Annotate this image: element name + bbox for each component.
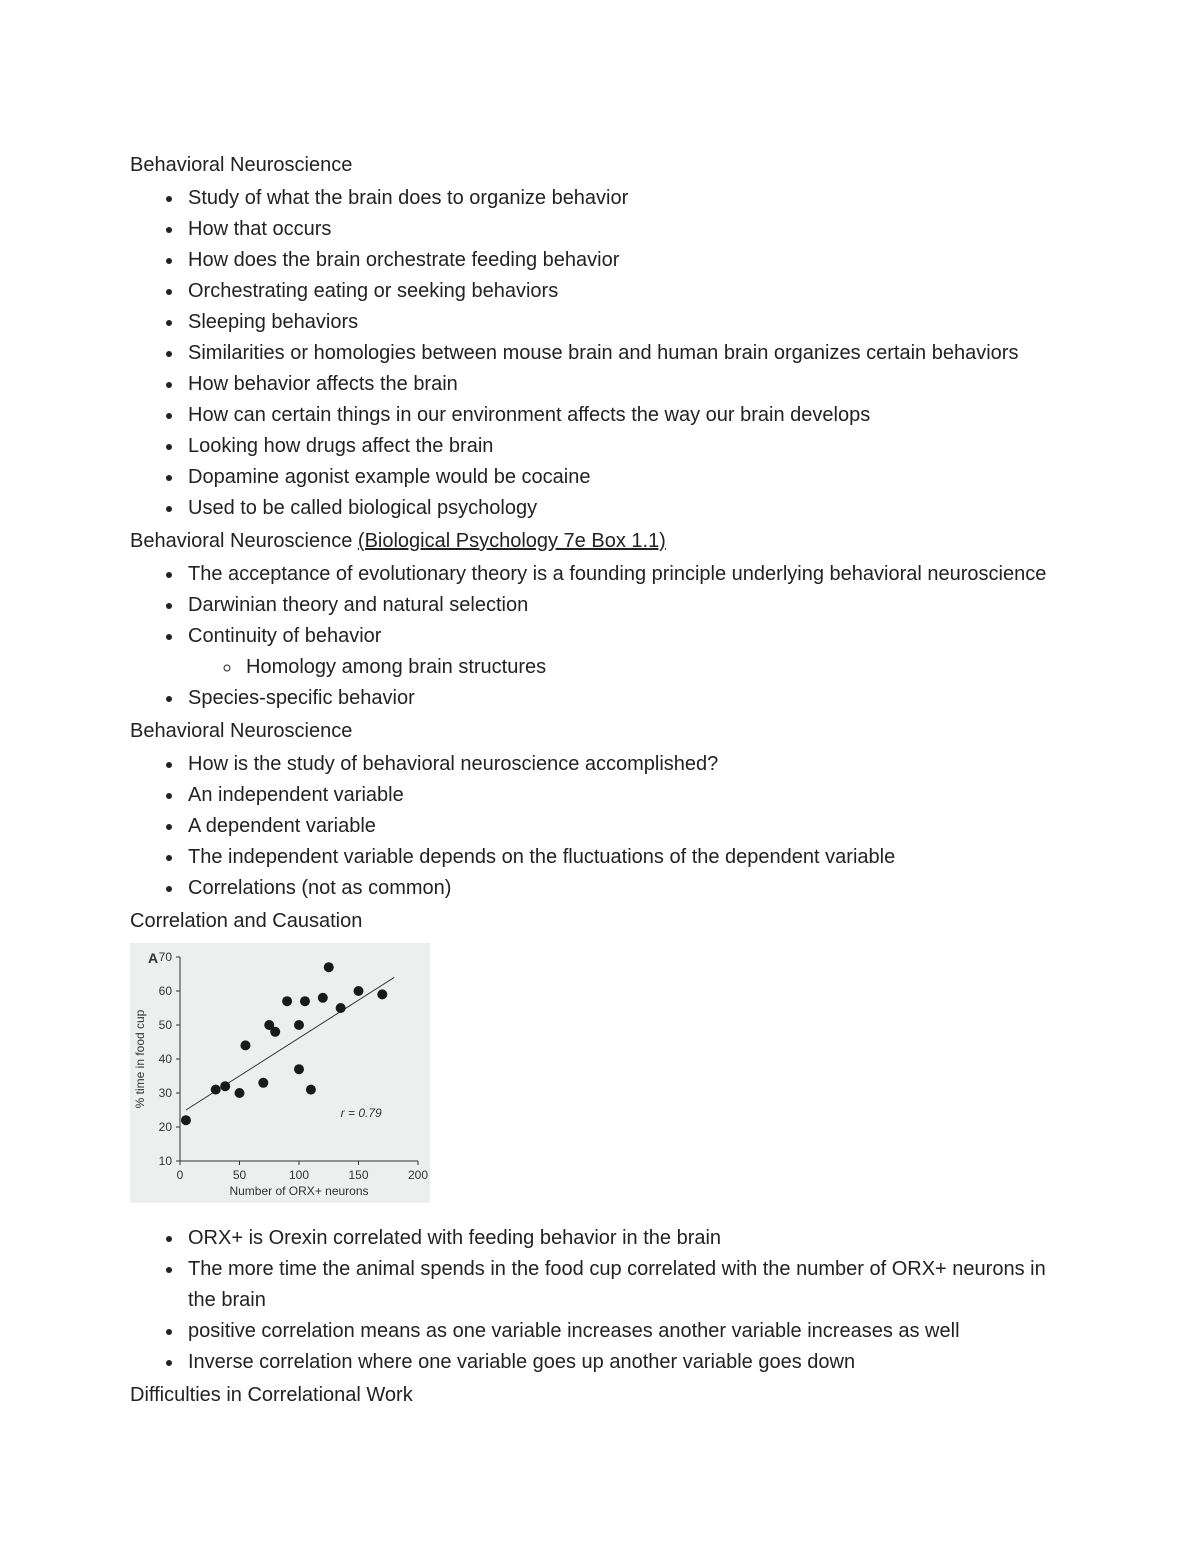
section-2-list: The acceptance of evolutionary theory is… xyxy=(130,559,1070,714)
list-item: How can certain things in our environmen… xyxy=(184,400,1070,431)
item-text: Homology among brain structures xyxy=(246,656,546,678)
list-item: ORX+ is Orexin correlated with feeding b… xyxy=(184,1223,1070,1254)
svg-text:30: 30 xyxy=(159,1086,173,1100)
svg-text:50: 50 xyxy=(159,1018,173,1032)
list-item: Orchestrating eating or seeking behavior… xyxy=(184,276,1070,307)
section-title-text: Behavioral Neuroscience xyxy=(130,720,352,742)
list-item: An independent variable xyxy=(184,780,1070,811)
svg-text:200: 200 xyxy=(408,1168,428,1182)
section-2-title: Behavioral Neuroscience (Biological Psyc… xyxy=(130,526,1070,557)
svg-text:A: A xyxy=(148,950,158,966)
list-item: How is the study of behavioral neuroscie… xyxy=(184,749,1070,780)
item-text: Dopamine agonist example would be cocain… xyxy=(188,466,590,488)
item-text: positive correlation means as one variab… xyxy=(188,1320,960,1342)
list-item: The more time the animal spends in the f… xyxy=(184,1254,1070,1316)
svg-text:40: 40 xyxy=(159,1052,173,1066)
item-text: Similarities or homologies between mouse… xyxy=(188,342,1018,364)
section-1-title: Behavioral Neuroscience xyxy=(130,150,1070,181)
list-item: How does the brain orchestrate feeding b… xyxy=(184,245,1070,276)
list-item: A dependent variable xyxy=(184,811,1070,842)
item-text: How does the brain orchestrate feeding b… xyxy=(188,249,619,271)
section-4-title: Correlation and Causation xyxy=(130,906,1070,937)
item-text: How can certain things in our environmen… xyxy=(188,404,870,426)
svg-text:r = 0.79: r = 0.79 xyxy=(341,1106,382,1120)
list-item: Sleeping behaviors xyxy=(184,307,1070,338)
sublist-item: Homology among brain structures xyxy=(242,652,1070,683)
svg-text:10: 10 xyxy=(159,1154,173,1168)
svg-text:50: 50 xyxy=(233,1168,247,1182)
item-text: Study of what the brain does to organize… xyxy=(188,187,628,209)
list-item: The acceptance of evolutionary theory is… xyxy=(184,559,1070,590)
item-text: Used to be called biological psychology xyxy=(188,497,537,519)
item-text: How that occurs xyxy=(188,218,331,240)
list-item: How behavior affects the brain xyxy=(184,369,1070,400)
item-text: Species-specific behavior xyxy=(188,687,415,709)
item-text: The more time the animal spends in the f… xyxy=(188,1258,1046,1311)
list-item: Correlations (not as common) xyxy=(184,873,1070,904)
post-chart-list: ORX+ is Orexin correlated with feeding b… xyxy=(130,1223,1070,1378)
item-text: Orchestrating eating or seeking behavior… xyxy=(188,280,558,302)
list-item: How that occurs xyxy=(184,214,1070,245)
section-title-text: Correlation and Causation xyxy=(130,910,362,932)
item-text: Looking how drugs affect the brain xyxy=(188,435,493,457)
list-item: Similarities or homologies between mouse… xyxy=(184,338,1070,369)
list-item: Species-specific behavior xyxy=(184,683,1070,714)
item-text: Sleeping behaviors xyxy=(188,311,358,333)
item-text: Darwinian theory and natural selection xyxy=(188,594,528,616)
section-title-link: (Biological Psychology 7e Box 1.1) xyxy=(358,530,666,552)
svg-text:% time in food cup: % time in food cup xyxy=(133,1009,147,1108)
svg-text:20: 20 xyxy=(159,1120,173,1134)
section-5-title: Difficulties in Correlational Work xyxy=(130,1380,1070,1411)
svg-text:100: 100 xyxy=(289,1168,309,1182)
item-text: Correlations (not as common) xyxy=(188,877,451,899)
item-text: The independent variable depends on the … xyxy=(188,846,895,868)
section-3-list: How is the study of behavioral neuroscie… xyxy=(130,749,1070,904)
document-page: Behavioral Neuroscience Study of what th… xyxy=(0,0,1200,1553)
list-item: Continuity of behavior Homology among br… xyxy=(184,621,1070,683)
item-text: How is the study of behavioral neuroscie… xyxy=(188,753,718,775)
section-2-sublist: Homology among brain structures xyxy=(188,652,1070,683)
list-item: positive correlation means as one variab… xyxy=(184,1316,1070,1347)
section-3-title: Behavioral Neuroscience xyxy=(130,716,1070,747)
svg-text:Number of ORX+ neurons: Number of ORX+ neurons xyxy=(229,1184,368,1198)
list-item: The independent variable depends on the … xyxy=(184,842,1070,873)
section-title-text: Behavioral Neuroscience xyxy=(130,154,352,176)
scatter-chart: 10 20 30 40 50 60 70 0 50 100 150 200 A Number of ORX… xyxy=(130,943,1070,1213)
svg-text:60: 60 xyxy=(159,984,173,998)
item-text: ORX+ is Orexin correlated with feeding b… xyxy=(188,1227,721,1249)
svg-text:70: 70 xyxy=(159,950,173,964)
item-text: The acceptance of evolutionary theory is… xyxy=(188,563,1046,585)
item-text: A dependent variable xyxy=(188,815,376,837)
scatter-svg: 10 20 30 40 50 60 70 0 50 100 150 200 A Number of ORX… xyxy=(130,943,430,1203)
section-title-text: Difficulties in Correlational Work xyxy=(130,1384,413,1406)
item-text: Inverse correlation where one variable g… xyxy=(188,1351,855,1373)
list-item: Dopamine agonist example would be cocain… xyxy=(184,462,1070,493)
list-item: Used to be called biological psychology xyxy=(184,493,1070,524)
svg-text:150: 150 xyxy=(348,1168,368,1182)
item-text: Continuity of behavior xyxy=(188,625,381,647)
item-text: An independent variable xyxy=(188,784,404,806)
list-item: Inverse correlation where one variable g… xyxy=(184,1347,1070,1378)
svg-text:0: 0 xyxy=(177,1168,184,1182)
section-title-text: Behavioral Neuroscience xyxy=(130,530,358,552)
item-text: How behavior affects the brain xyxy=(188,373,458,395)
list-item: Looking how drugs affect the brain xyxy=(184,431,1070,462)
list-item: Darwinian theory and natural selection xyxy=(184,590,1070,621)
section-1-list: Study of what the brain does to organize… xyxy=(130,183,1070,524)
list-item: Study of what the brain does to organize… xyxy=(184,183,1070,214)
